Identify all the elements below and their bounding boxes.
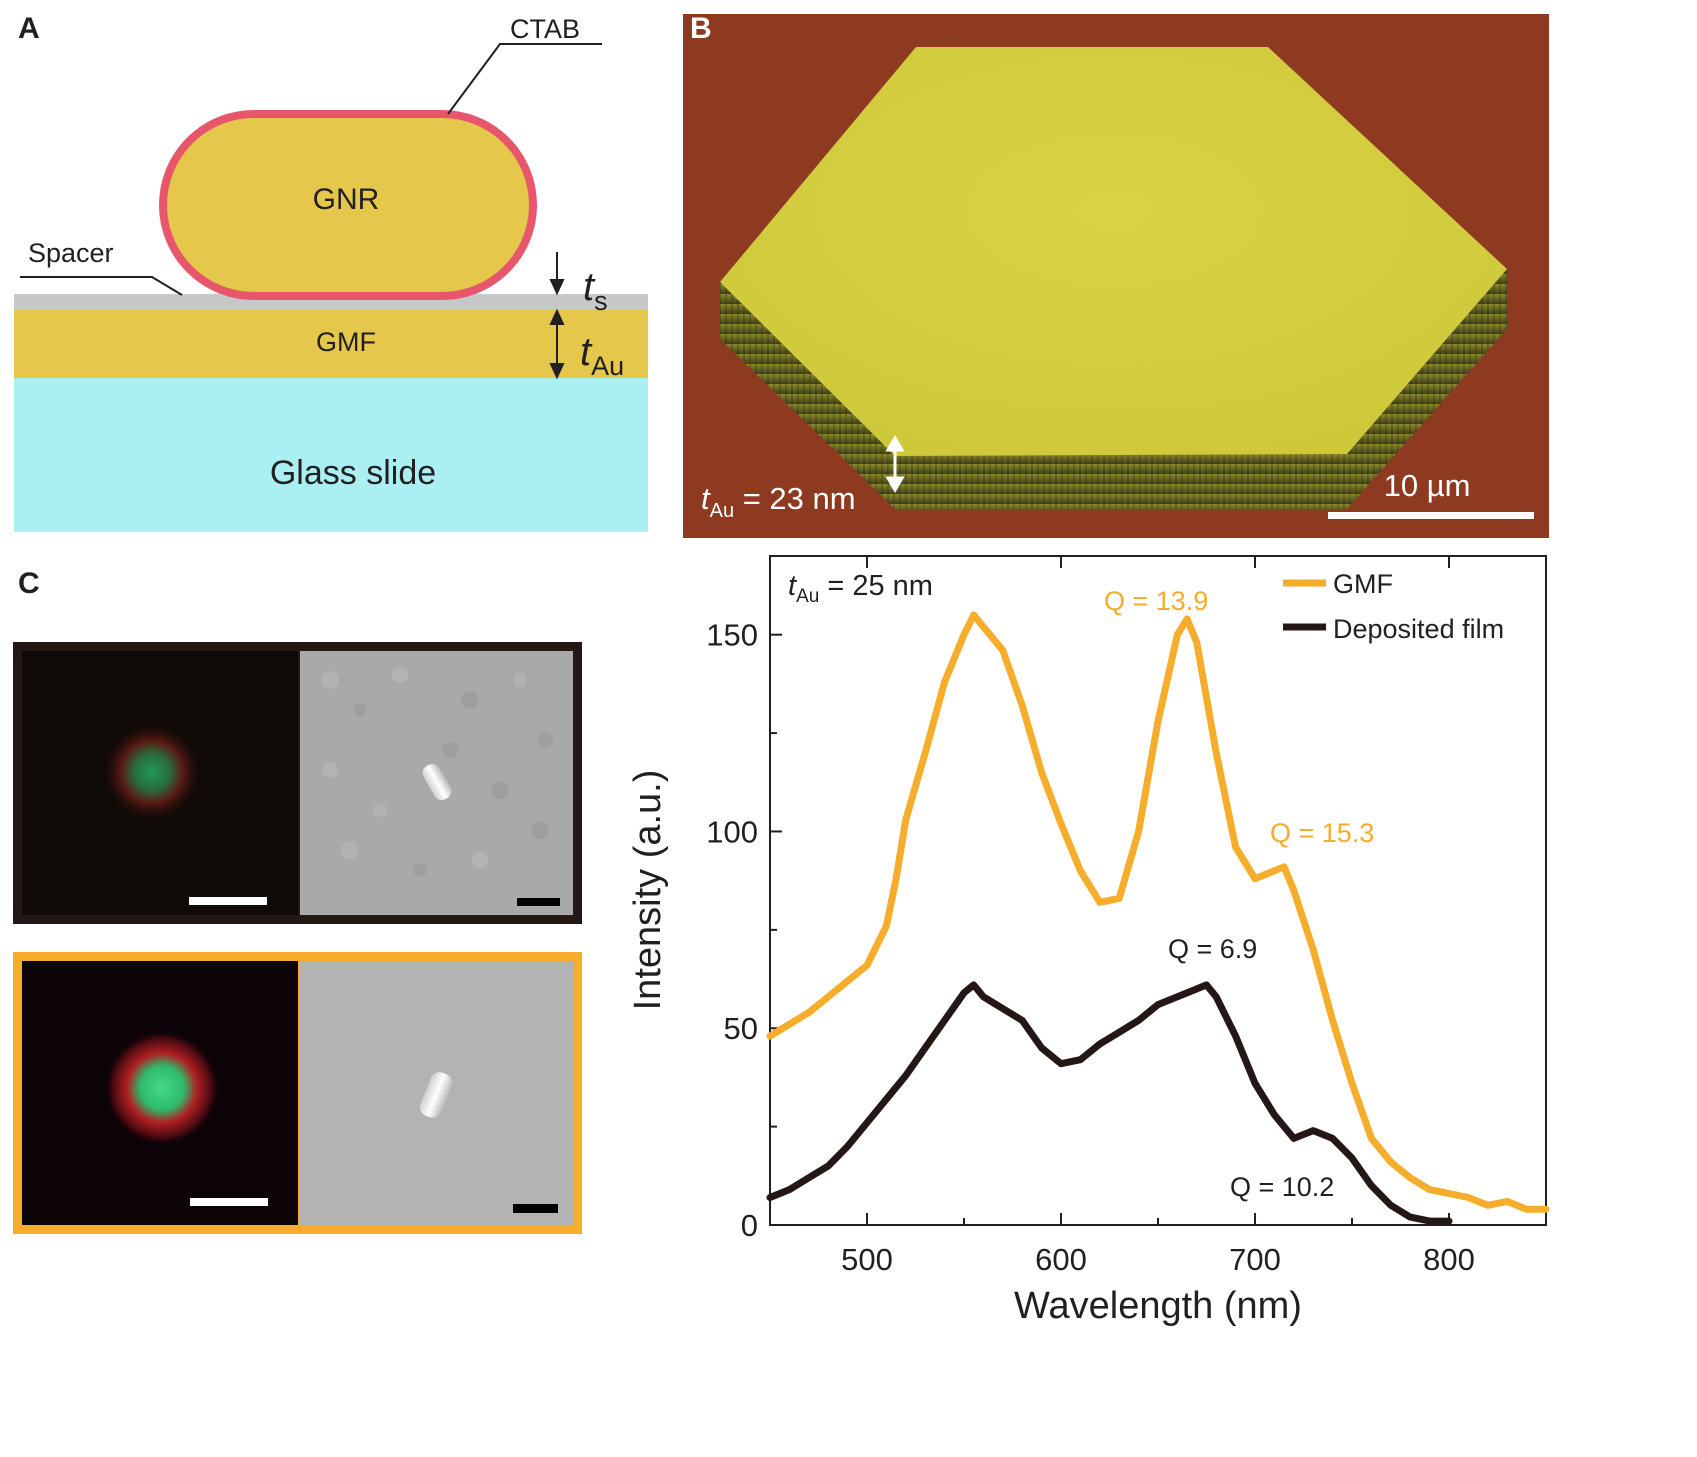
ctab-label: CTAB	[510, 14, 580, 44]
legend-label-gmf: GMF	[1333, 569, 1393, 599]
deposited-sem-nanorod	[422, 763, 452, 801]
legend-label-deposited: Deposited film	[1333, 614, 1504, 644]
series-line-deposited-film	[766, 981, 1453, 1225]
q-annotation-film-shoulder: Q = 10.2	[1230, 1172, 1334, 1202]
glass-slide	[14, 378, 648, 532]
gmf-darkfield-scalebar	[190, 1198, 268, 1206]
q-annotation-gmf-peak: Q = 13.9	[1104, 586, 1208, 616]
gmf-label: GMF	[316, 327, 376, 357]
thickness-arrow	[885, 435, 905, 493]
y-tick-label: 0	[741, 1208, 758, 1243]
platelet-side-wall	[720, 269, 1507, 509]
panel-c-letter: C	[18, 567, 40, 600]
tau-double-arrow	[549, 308, 565, 380]
gmf-sem-scalebar	[513, 1204, 558, 1213]
chart-xlabel: Wavelength (nm)	[1014, 1285, 1302, 1327]
panel-a-letter: A	[18, 12, 40, 45]
x-tick-label: 700	[1229, 1242, 1281, 1277]
glass-slide-label: Glass slide	[270, 454, 436, 492]
deposited-scattering-spot	[100, 720, 204, 824]
gmf-sem-nanorod	[419, 1072, 453, 1118]
ts-label: ts	[583, 265, 608, 316]
y-tick-label: 50	[724, 1011, 758, 1046]
ts-arrow	[549, 252, 565, 296]
deposited-sem-texture	[321, 667, 553, 877]
spacer-layer	[14, 294, 648, 310]
panel-b-afm-image: 10 µm tAu = 23 nm	[683, 14, 1549, 538]
gold-nanorod	[159, 110, 537, 300]
spacer-leader-line	[20, 276, 183, 296]
scale-bar-label: 10 µm	[1384, 468, 1471, 503]
panel-a-schematic: CTAB GNR Spacer GMF Glass slide ts tAu	[14, 14, 648, 532]
deposited-sem-scalebar	[517, 898, 560, 906]
gnr-label: GNR	[313, 183, 380, 216]
chart-plot-frame	[769, 555, 1547, 1226]
y-tick-label: 150	[706, 618, 758, 653]
x-tick-label: 800	[1423, 1242, 1475, 1277]
gmf-scattering-spot	[104, 1030, 220, 1146]
panel-b-letter: B	[690, 12, 712, 45]
deposited-darkfield-scalebar	[189, 897, 267, 905]
x-tick-label: 600	[1035, 1242, 1087, 1277]
spectra-chart: 500 600 700 800 0 50 100 150 GMF Deposited film…	[627, 555, 1550, 1327]
spacer-label: Spacer	[28, 238, 114, 268]
thickness-label: tAu = 23 nm	[701, 481, 856, 522]
chart-legend: GMF Deposited film	[1283, 569, 1504, 644]
y-tick-label: 100	[706, 814, 758, 849]
panel-c-images	[13, 642, 582, 1234]
gold-film-layer	[14, 310, 648, 378]
q-annotation-gmf-shoulder: Q = 15.3	[1270, 818, 1374, 848]
series-line-gmf	[766, 611, 1550, 1213]
tau-label: tAu	[580, 330, 624, 381]
ctab-leader-line	[447, 43, 602, 115]
chart-thickness-annotation: tAu = 25 nm	[788, 570, 933, 607]
platelet-top-face	[720, 47, 1507, 456]
chart-ylabel: Intensity (a.u.)	[627, 770, 669, 1011]
scale-bar	[1328, 512, 1534, 519]
q-annotation-film-peak: Q = 6.9	[1168, 934, 1257, 964]
x-tick-label: 500	[841, 1242, 893, 1277]
